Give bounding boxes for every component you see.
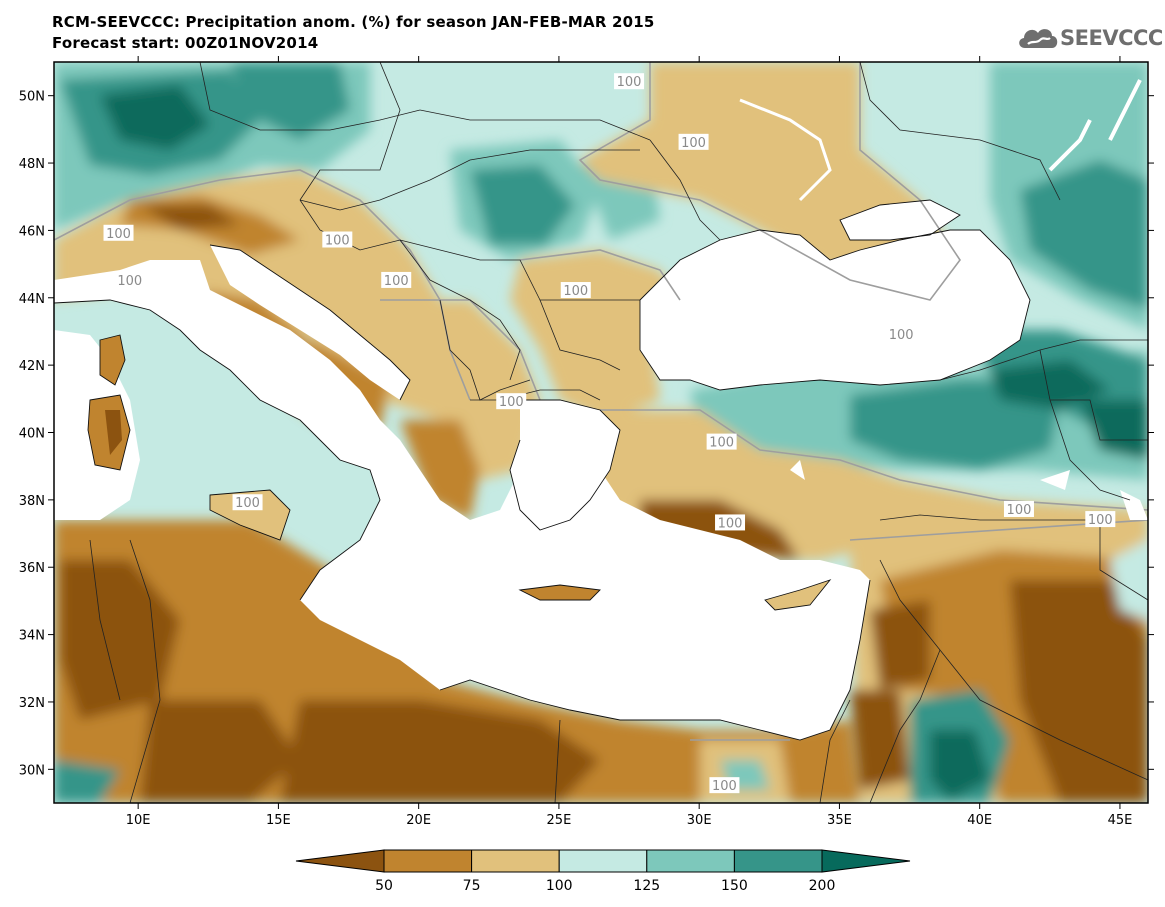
lon-label-40E: 40E (967, 813, 992, 828)
contour-label-bg (614, 73, 645, 90)
coastlines (54, 199, 1031, 741)
contour-label-bg (560, 282, 591, 299)
contour-label: 100 (117, 274, 142, 289)
contour-label: 100 (709, 436, 734, 451)
lat-label-42N: 42N (19, 359, 45, 374)
latitude-axis: 30N 32N 34N 36N 38N 40N 42N 44N 46N 48N 50N (19, 90, 1154, 778)
contour-label: 100 (889, 328, 914, 343)
colorbar-label-150: 150 (721, 878, 748, 894)
contour-label-bg (496, 393, 527, 410)
forecast-start: Forecast start: 00Z01NOV2014 (52, 34, 319, 52)
contour-label: 100 (325, 234, 350, 249)
colorbar: 50 75 100 125 150 200 (295, 849, 911, 894)
contour-label-bg (322, 231, 353, 248)
contour-label: 100 (712, 779, 737, 794)
contour-label: 100 (499, 395, 524, 410)
contour-label: 100 (384, 274, 409, 289)
colorbar-label-75: 75 (463, 878, 481, 894)
contour-label: 100 (681, 136, 706, 151)
longitude-axis: 10E 15E 20E 25E 30E 35E 40E 45E (126, 56, 1133, 828)
contour-label-bg (381, 271, 412, 288)
contour-label-bg (678, 133, 709, 150)
contour-label: 100 (718, 516, 743, 531)
colorbar-segment (558, 849, 648, 873)
logo-text: SEEVCCC (1060, 26, 1163, 50)
contour-label: 100 (235, 496, 260, 511)
contour-label-bg (709, 777, 740, 794)
lat-label-32N: 32N (19, 696, 45, 711)
lon-label-45E: 45E (1108, 813, 1133, 828)
colorbar-segment (733, 849, 823, 873)
contour-label: 100 (617, 75, 642, 90)
map-title: RCM-SEEVCCC: Precipitation anom. (%) for… (52, 13, 655, 31)
colorbar-label-125: 125 (633, 878, 660, 894)
lon-label-30E: 30E (687, 813, 712, 828)
lon-label-15E: 15E (266, 813, 291, 828)
contour-label-bg (886, 325, 917, 342)
lat-label-38N: 38N (19, 494, 45, 509)
contour-label-bg (232, 494, 263, 511)
colorbar-segment (646, 849, 735, 873)
lon-label-10E: 10E (126, 813, 151, 828)
contour-label-bg (706, 433, 737, 450)
lat-label-40N: 40N (19, 427, 45, 442)
country-borders (89, 62, 1148, 803)
seevccc-logo: SEEVCCC (1016, 22, 1163, 56)
contour-label-bg (103, 224, 134, 241)
contour-label-bg (1085, 511, 1116, 528)
contour-label-bg (715, 514, 746, 531)
lon-label-35E: 35E (827, 813, 852, 828)
lat-label-30N: 30N (19, 763, 45, 778)
colorbar-label-50: 50 (375, 878, 393, 894)
contour-label: 100 (1088, 513, 1113, 528)
colorbar-segment (471, 849, 560, 873)
cloud-icon (1019, 29, 1058, 48)
contour-label-bg (1003, 500, 1034, 517)
lat-label-34N: 34N (19, 629, 45, 644)
lat-label-48N: 48N (19, 157, 45, 172)
lat-label-46N: 46N (19, 224, 45, 239)
contour-labels: 100 100 100 100 100 100 100 100 100 100 100 100 100 1… (103, 73, 1116, 794)
contour-label: 100 (563, 284, 588, 299)
lon-label-25E: 25E (547, 813, 572, 828)
colorbar-label-100: 100 (546, 878, 573, 894)
colorbar-label-200: 200 (809, 878, 836, 894)
lon-label-20E: 20E (406, 813, 431, 828)
contour-label-bg (114, 271, 145, 288)
colorbar-low-extend (295, 849, 385, 873)
colorbar-high-extend (821, 849, 911, 873)
contour-label: 100 (106, 227, 131, 242)
contour-label: 100 (1007, 503, 1032, 518)
lat-label-50N: 50N (19, 90, 45, 105)
lat-label-44N: 44N (19, 292, 45, 307)
anomaly-field: 100 100 100 100 100 100 100 100 100 100 100 100 100 1… (54, 62, 1148, 803)
colorbar-segment (383, 849, 473, 873)
lat-label-36N: 36N (19, 561, 45, 576)
